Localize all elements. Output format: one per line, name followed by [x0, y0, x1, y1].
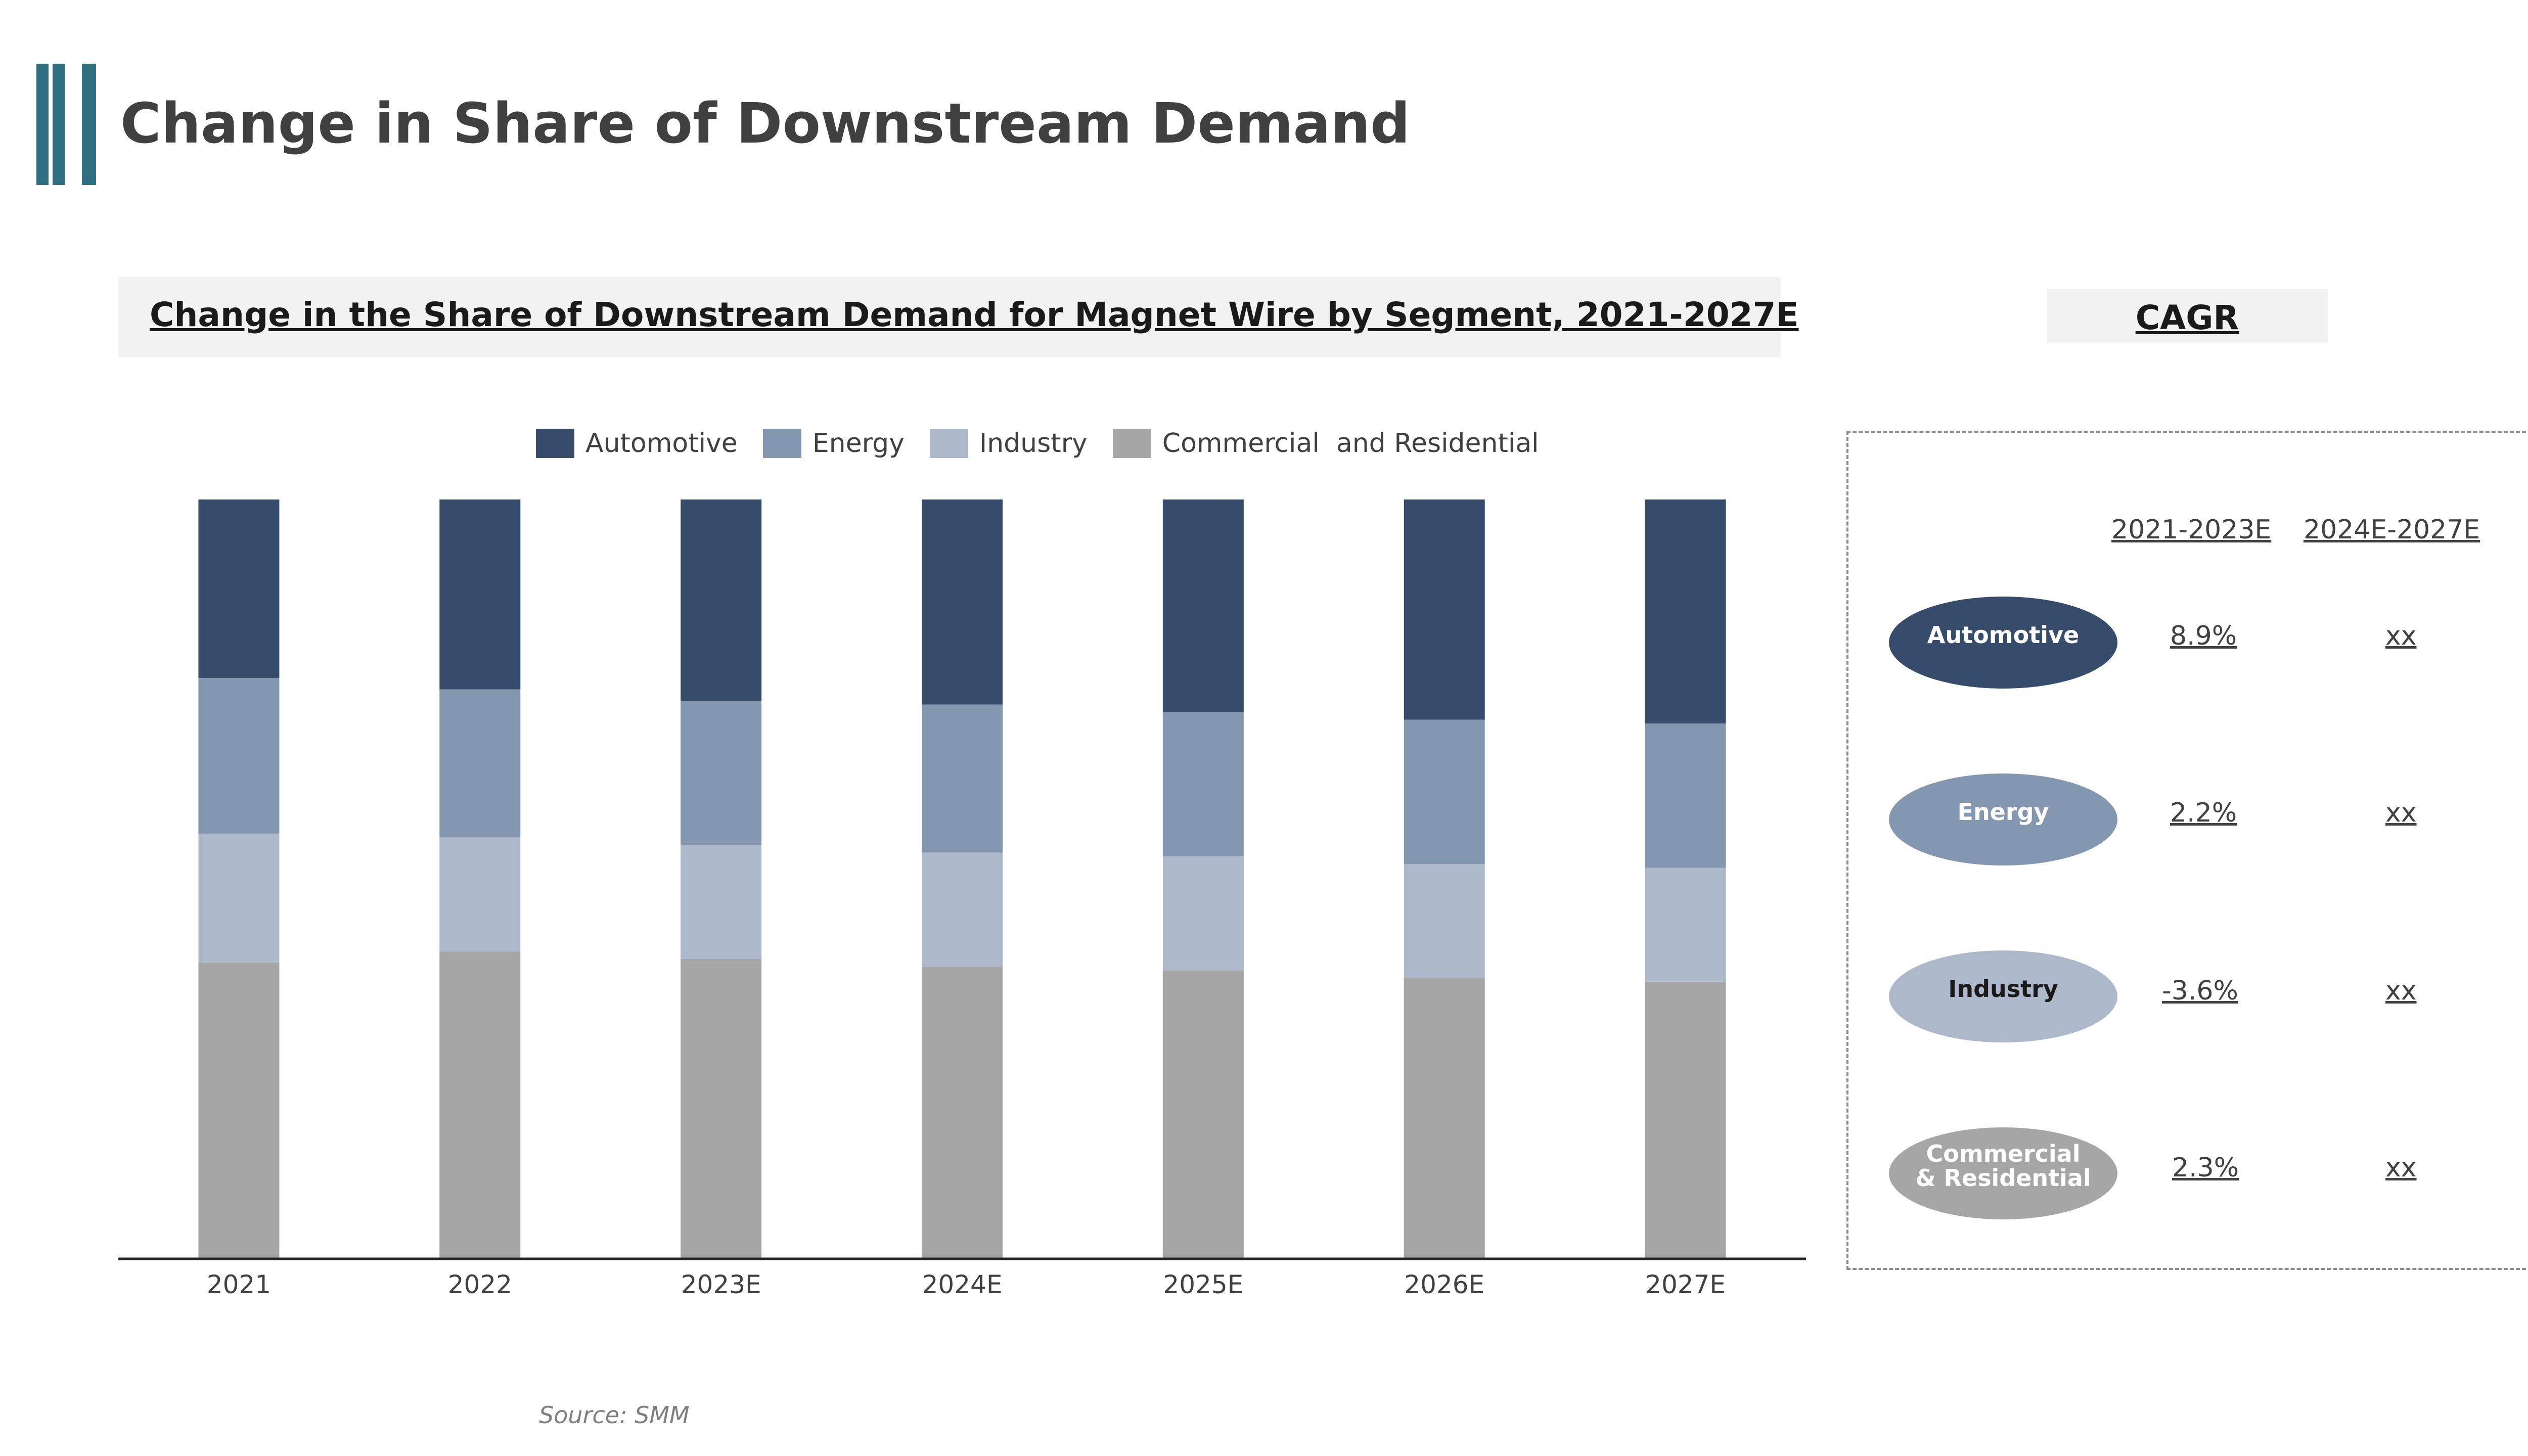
legend-item: Automotive	[536, 428, 738, 459]
segment-label: Energy	[1957, 798, 2049, 826]
bar-segment	[1404, 863, 1485, 978]
cagr-panel: 2021-2023E 2024E-2027E Automotive 8.9% x…	[1846, 431, 2528, 1270]
x-tick-label: 2025E	[1163, 1270, 1243, 1299]
title-accent-bar	[82, 64, 96, 185]
x-tick-label: 2026E	[1404, 1270, 1484, 1299]
bar-segment	[1162, 970, 1244, 1259]
legend-swatch	[929, 429, 968, 458]
bar-segment	[1645, 981, 1726, 1259]
source-note: Source: SMM	[539, 1401, 690, 1429]
x-tick-label: 2023E	[681, 1270, 761, 1299]
x-tick-label: 2024E	[922, 1270, 1003, 1299]
bar-segment	[922, 966, 1003, 1259]
legend-item: Commercial and Residential	[1112, 428, 1539, 459]
bar-segment	[1162, 856, 1244, 971]
bar-segment	[198, 833, 280, 963]
bar-segment	[198, 677, 280, 834]
segment-label: Industry	[1948, 975, 2058, 1003]
bar-segment	[681, 499, 762, 701]
segment-label: Automotive	[1927, 621, 2080, 649]
page-title: Change in Share of Downstream Demand	[120, 91, 1410, 156]
bar-segment	[1404, 499, 1485, 720]
x-tick-label: 2022	[448, 1270, 512, 1299]
bar-segment	[439, 837, 521, 951]
chart-title: Change in the Share of Downstream Demand…	[150, 295, 1799, 334]
bar-segment	[1162, 712, 1244, 856]
cagr-value: xx	[2385, 621, 2417, 651]
bar-segment	[439, 951, 521, 1259]
legend-item: Energy	[762, 428, 905, 459]
chart-legend: Automotive Energy Industry Commercial and R…	[536, 426, 1539, 461]
bar-segment	[681, 959, 762, 1259]
legend-swatch	[1112, 429, 1151, 458]
cagr-title: CAGR	[2135, 298, 2239, 337]
legend-label: Energy	[812, 428, 905, 459]
period-header-2021-2023: 2021-2023E	[2111, 515, 2272, 545]
legend-label: Commercial and Residential	[1162, 428, 1539, 459]
x-tick-label: 2021	[207, 1270, 271, 1299]
cagr-value: xx	[2385, 976, 2417, 1006]
cagr-value: 8.9%	[2170, 621, 2237, 651]
cagr-title-box: CAGR	[2047, 289, 2328, 343]
bar-segment	[439, 689, 521, 838]
cagr-value: xx	[2385, 1153, 2417, 1183]
period-header-2024-2027: 2024E-2027E	[2304, 515, 2480, 545]
segment-badge-industry: Industry	[1889, 950, 2117, 1042]
legend-swatch	[536, 429, 574, 458]
cagr-value: 2.3%	[2172, 1153, 2239, 1183]
segment-badge-energy: Energy	[1889, 774, 2117, 866]
bar-segment	[1645, 499, 1726, 724]
bar-segment	[1645, 723, 1726, 868]
bar-segment	[922, 499, 1003, 705]
cagr-value: -3.6%	[2162, 976, 2238, 1006]
bar-segment	[198, 499, 280, 678]
segment-label: Commercial & Residential	[1915, 1140, 2091, 1192]
bar-segment	[922, 852, 1003, 967]
segment-badge-automotive: Automotive	[1889, 597, 2117, 689]
title-accent-bar	[53, 64, 65, 185]
legend-label: Automotive	[585, 428, 738, 459]
legend-item: Industry	[929, 428, 1088, 459]
segment-badge-commercial-residential: Commercial & Residential	[1889, 1127, 2117, 1219]
bar-segment	[1404, 978, 1485, 1259]
bar-segment	[1162, 499, 1244, 712]
legend-label: Industry	[979, 428, 1088, 459]
bar-segment	[1404, 719, 1485, 864]
chart-title-box: Change in the Share of Downstream Demand…	[118, 277, 1799, 357]
title-accent-bar	[36, 64, 49, 185]
cagr-value: 2.2%	[2170, 798, 2237, 828]
bar-segment	[922, 704, 1003, 853]
bar-segment	[439, 499, 521, 690]
legend-swatch	[762, 429, 801, 458]
bar-segment	[1645, 868, 1726, 982]
bar-segment	[681, 701, 762, 845]
cagr-value: xx	[2385, 798, 2417, 828]
bar-segment	[681, 845, 762, 959]
x-tick-label: 2027E	[1645, 1270, 1726, 1299]
bar-segment	[198, 963, 280, 1259]
